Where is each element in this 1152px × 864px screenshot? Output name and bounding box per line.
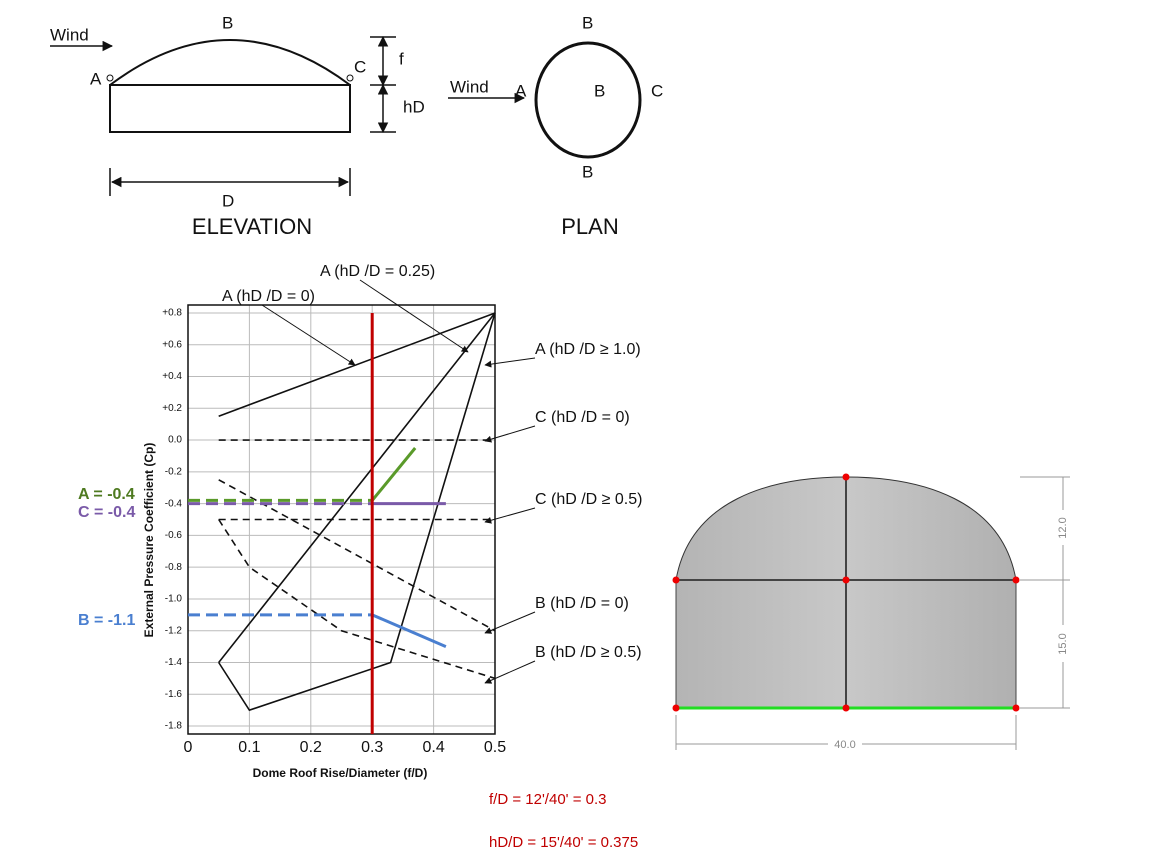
model: 12.0 15.0 40.0 <box>672 473 1070 751</box>
title: ELEVATION <box>192 214 312 239</box>
y-tick-label: -1.0 <box>165 594 183 605</box>
label: D <box>222 191 234 210</box>
label: A <box>90 69 102 88</box>
tap <box>106 74 114 82</box>
formula: f/D = 12'/40' = 0.3 <box>489 791 606 808</box>
node <box>1012 576 1020 584</box>
y-tick-label: -1.6 <box>165 689 183 700</box>
x-tick-label: 0.3 <box>361 739 383 756</box>
x-tick-label: 0.4 <box>422 739 444 756</box>
series-line <box>218 519 496 680</box>
series-label: A (hD /D = 0) <box>222 288 315 305</box>
elevation <box>50 35 396 196</box>
y-tick-label: -1.8 <box>165 721 183 732</box>
leader-line <box>484 507 536 524</box>
y-tick-label: -0.8 <box>165 562 183 573</box>
dim-label: 40.0 <box>834 739 855 751</box>
series-label: B (hD /D = 0) <box>535 595 629 612</box>
x-axis-label: Dome Roof Rise/Diameter (f/D) <box>253 766 428 780</box>
annotation: B = -1.1 <box>78 612 135 629</box>
dim-label: 15.0 <box>1057 633 1069 654</box>
y-tick-label: -0.2 <box>165 466 183 477</box>
series-line <box>218 312 496 417</box>
annotation: A = -0.4 <box>78 486 135 503</box>
leader-line <box>484 660 536 684</box>
node <box>672 576 680 584</box>
series-line <box>371 613 447 648</box>
dimensions <box>675 476 1070 750</box>
label: B <box>582 13 593 32</box>
dim-label: 12.0 <box>1057 517 1069 538</box>
label: Wind <box>50 25 89 44</box>
chart: +0.8 +0.6 +0.4 +0.2 0.0 -0.2 -0.4 -0.6 -0.8 -1.0 -… <box>78 263 642 756</box>
leader-line <box>484 611 536 634</box>
tap <box>346 74 354 82</box>
y-tick-label: -0.6 <box>165 530 183 541</box>
series-label: A (hD /D = 0.25) <box>320 263 435 280</box>
y-axis-label: External Pressure Coefficient (Cp) <box>142 443 156 638</box>
node <box>842 576 850 584</box>
y-tick-label: -1.2 <box>165 625 183 636</box>
node <box>672 704 680 712</box>
formula: hD/D = 15'/40' = 0.375 <box>489 834 638 851</box>
x-tick-label: 0 <box>184 739 193 756</box>
node <box>1012 704 1020 712</box>
label: hD <box>403 97 425 116</box>
annotation: C = -0.4 <box>78 504 135 521</box>
x-tick-label: 0.2 <box>300 739 322 756</box>
x-tick-label: 0.1 <box>238 739 260 756</box>
label: B <box>582 162 593 181</box>
label: B <box>594 81 605 100</box>
y-tick-label: -1.4 <box>165 657 183 668</box>
y-tick-label: 0.0 <box>168 435 182 446</box>
circle <box>534 41 642 159</box>
y-tick-label: +0.8 <box>162 308 182 319</box>
label: C <box>354 57 366 76</box>
base <box>109 84 351 133</box>
node <box>842 704 850 712</box>
label: f <box>399 49 404 68</box>
series-line <box>218 312 496 712</box>
leader-line <box>484 425 536 443</box>
x-tick-label: 0.5 <box>484 739 506 756</box>
series-label: C (hD /D = 0) <box>535 409 630 426</box>
label: Wind <box>450 77 489 96</box>
y-tick-label: +0.6 <box>162 339 182 350</box>
label: B <box>222 13 233 32</box>
leader-line <box>484 357 536 368</box>
series-line <box>218 312 496 663</box>
title: PLAN <box>561 214 618 239</box>
label: C <box>651 81 663 100</box>
series-label: B (hD /D ≥ 0.5) <box>535 644 642 661</box>
node <box>842 473 850 481</box>
series-label: C (hD /D ≥ 0.5) <box>535 491 642 508</box>
y-tick-label: +0.2 <box>162 403 182 414</box>
y-tick-label: -0.4 <box>165 498 183 509</box>
series-line <box>371 447 417 502</box>
leader-line <box>261 304 356 366</box>
y-tick-label: +0.4 <box>162 371 182 382</box>
dome <box>109 39 351 86</box>
nodes <box>672 473 1020 712</box>
plan <box>448 41 642 159</box>
leader-line <box>359 279 469 353</box>
label: A <box>515 81 527 100</box>
series-label: A (hD /D ≥ 1.0) <box>535 341 641 358</box>
